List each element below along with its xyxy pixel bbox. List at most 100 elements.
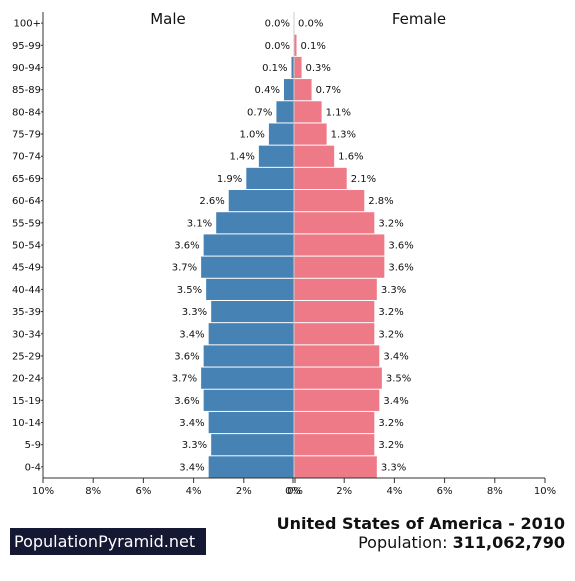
population-label: Population: xyxy=(358,533,448,552)
age-group-label: 55-59 xyxy=(12,218,41,229)
female-bar-35-39 xyxy=(294,300,375,323)
female-value-label: 3.6% xyxy=(388,263,413,274)
x-tick-label: 10% xyxy=(32,486,54,497)
male-value-label: 3.4% xyxy=(179,462,204,473)
age-group-label: 80-84 xyxy=(12,107,41,118)
female-value-label: 3.2% xyxy=(378,329,403,340)
female-value-label: 3.2% xyxy=(378,418,403,429)
male-value-label: 3.6% xyxy=(174,396,199,407)
x-tick-label: 8% xyxy=(85,486,101,497)
male-bar-70-74 xyxy=(258,145,294,167)
male-bar-30-34 xyxy=(208,323,294,345)
population-value: 311,062,790 xyxy=(452,533,565,552)
female-value-label: 3.3% xyxy=(381,462,406,473)
female-bar-5-9 xyxy=(294,434,375,456)
female-bar-85-89 xyxy=(294,79,312,101)
male-bar-90-94 xyxy=(291,56,294,79)
age-group-label: 65-69 xyxy=(12,174,41,185)
female-bar-30-34 xyxy=(294,323,375,345)
male-value-label: 0.0% xyxy=(265,41,290,52)
female-bar-10-14 xyxy=(294,411,375,434)
female-bar-65-69 xyxy=(294,167,347,190)
male-bar-65-69 xyxy=(246,167,294,190)
age-group-label: 75-79 xyxy=(12,130,41,141)
female-value-label: 3.6% xyxy=(388,241,413,252)
age-group-label: 15-19 xyxy=(12,396,41,407)
female-bar-20-24 xyxy=(294,367,382,389)
male-value-label: 3.1% xyxy=(187,218,212,229)
female-value-label: 3.4% xyxy=(383,396,408,407)
male-value-label: 1.4% xyxy=(229,152,254,163)
female-value-label: 3.5% xyxy=(386,374,411,385)
x-tick-label: 2% xyxy=(236,486,252,497)
male-bar-60-64 xyxy=(228,190,294,212)
male-value-label: 2.6% xyxy=(199,196,224,207)
male-bar-0-4 xyxy=(208,456,294,478)
x-tick-label: 2% xyxy=(336,486,352,497)
male-value-label: 3.5% xyxy=(177,285,202,296)
female-value-label: 0.3% xyxy=(306,63,331,74)
age-group-label: 90-94 xyxy=(12,63,41,74)
male-value-label: 3.4% xyxy=(179,418,204,429)
male-bar-15-19 xyxy=(203,389,294,411)
male-value-label: 0.0% xyxy=(265,19,290,30)
age-group-label: 25-29 xyxy=(12,351,41,362)
female-value-label: 3.2% xyxy=(378,218,403,229)
age-group-label: 95-99 xyxy=(12,41,41,52)
x-tick-label: 0% xyxy=(285,486,301,497)
male-value-label: 3.3% xyxy=(182,440,207,451)
chart-title: United States of America - 2010 xyxy=(276,514,565,533)
x-tick-label: 0% xyxy=(287,486,303,497)
age-group-label: 10-14 xyxy=(12,418,41,429)
male-bar-5-9 xyxy=(211,434,294,456)
male-bar-55-59 xyxy=(216,212,294,234)
female-value-label: 0.7% xyxy=(316,85,341,96)
series-name-female: Female xyxy=(392,10,446,28)
x-tick-label: 6% xyxy=(135,486,151,497)
female-value-label: 1.1% xyxy=(326,107,351,118)
age-group-label: 50-54 xyxy=(12,241,41,252)
male-value-label: 0.1% xyxy=(262,63,287,74)
age-group-label: 30-34 xyxy=(12,329,41,340)
age-group-label: 5-9 xyxy=(25,440,41,451)
female-bar-40-44 xyxy=(294,278,377,300)
male-value-label: 0.4% xyxy=(255,85,280,96)
male-value-label: 3.6% xyxy=(174,351,199,362)
brand-label: PopulationPyramid.net xyxy=(14,532,196,551)
male-value-label: 0.7% xyxy=(247,107,272,118)
female-value-label: 1.6% xyxy=(338,152,363,163)
x-tick-label: 4% xyxy=(386,486,402,497)
male-value-label: 3.7% xyxy=(172,263,197,274)
male-value-label: 3.3% xyxy=(182,307,207,318)
female-value-label: 3.3% xyxy=(381,285,406,296)
female-bar-45-49 xyxy=(294,256,385,278)
brand-badge[interactable]: PopulationPyramid.net xyxy=(10,528,206,555)
age-group-label: 100+ xyxy=(14,19,41,30)
x-tick-label: 8% xyxy=(487,486,503,497)
male-value-label: 1.0% xyxy=(239,130,264,141)
female-bar-90-94 xyxy=(294,56,302,79)
age-group-label: 35-39 xyxy=(12,307,41,318)
female-bar-15-19 xyxy=(294,389,380,411)
population-line: Population: 311,062,790 xyxy=(358,533,565,552)
series-name-male: Male xyxy=(150,10,186,28)
age-group-label: 40-44 xyxy=(12,285,41,296)
age-group-label: 70-74 xyxy=(12,152,41,163)
female-bar-75-79 xyxy=(294,123,327,145)
female-bar-50-54 xyxy=(294,234,385,256)
male-value-label: 3.7% xyxy=(172,374,197,385)
male-bar-35-39 xyxy=(211,300,294,323)
female-value-label: 3.4% xyxy=(383,351,408,362)
male-bar-45-49 xyxy=(201,256,294,278)
male-bar-85-89 xyxy=(283,79,294,101)
female-bar-95-99 xyxy=(294,34,297,56)
age-group-label: 20-24 xyxy=(12,374,41,385)
female-bar-60-64 xyxy=(294,190,365,212)
female-value-label: 2.1% xyxy=(351,174,376,185)
female-bar-80-84 xyxy=(294,101,322,123)
male-value-label: 1.9% xyxy=(217,174,242,185)
age-group-label: 85-89 xyxy=(12,85,41,96)
age-group-label: 60-64 xyxy=(12,196,41,207)
female-value-label: 0.0% xyxy=(298,19,323,30)
male-bar-20-24 xyxy=(201,367,294,389)
